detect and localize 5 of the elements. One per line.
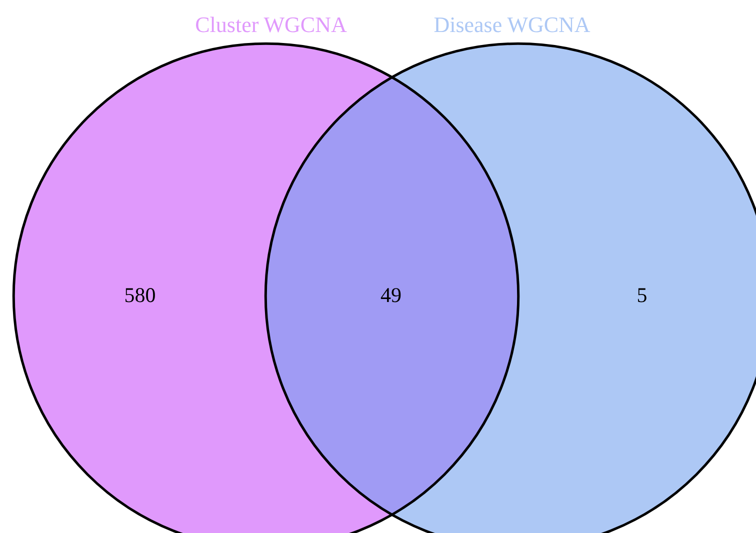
- data-label: 49: [380, 283, 402, 307]
- text: Cluster WGCNA: [195, 12, 347, 37]
- text: Disease WGCNA: [434, 12, 590, 37]
- data-label: 580: [124, 283, 156, 307]
- data-label: 5: [636, 283, 648, 307]
